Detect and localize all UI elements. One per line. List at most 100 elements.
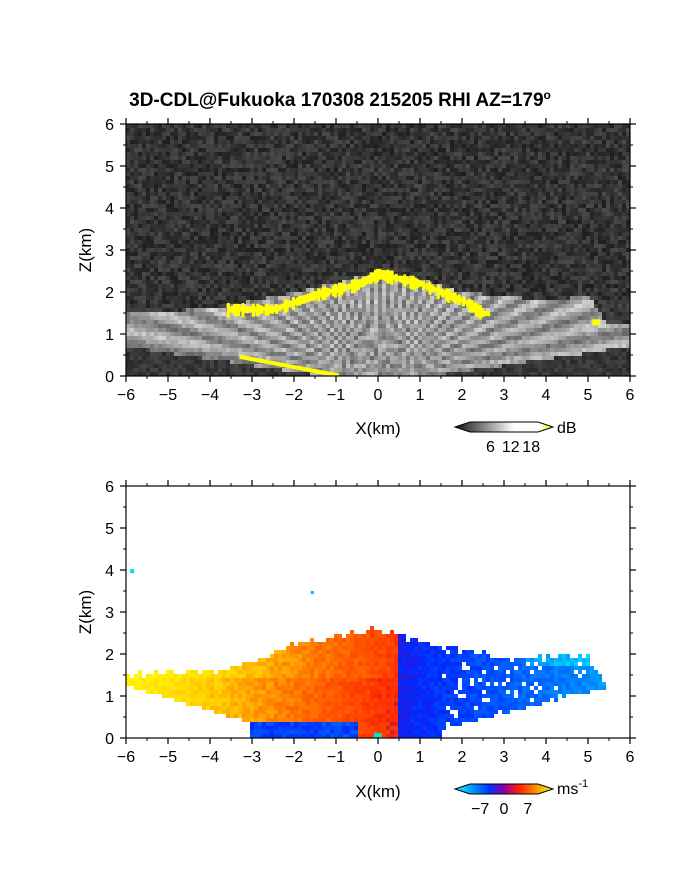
backscatter-cell xyxy=(330,308,334,312)
backscatter-cell xyxy=(186,328,190,332)
backscatter-cell xyxy=(150,172,154,176)
backscatter-cell xyxy=(354,252,358,256)
backscatter-cell xyxy=(354,224,358,228)
backscatter-cell xyxy=(238,320,242,324)
backscatter-cell xyxy=(274,172,278,176)
backscatter-cell xyxy=(434,168,438,172)
backscatter-cell xyxy=(410,312,414,316)
backscatter-cell xyxy=(386,124,390,128)
backscatter-cell xyxy=(194,204,198,208)
backscatter-cell xyxy=(350,300,354,304)
backscatter-cell xyxy=(398,180,402,184)
backscatter-cell xyxy=(170,340,174,344)
backscatter-cell xyxy=(274,332,278,336)
backscatter-cell xyxy=(226,284,230,288)
backscatter-cell xyxy=(138,340,142,344)
backscatter-cell xyxy=(302,276,306,280)
backscatter-cell xyxy=(274,124,278,128)
backscatter-cell xyxy=(246,204,250,208)
backscatter-cell xyxy=(310,328,314,332)
backscatter-cell xyxy=(286,136,290,140)
backscatter-cell xyxy=(342,336,346,340)
backscatter-cell xyxy=(162,368,166,372)
backscatter-cell xyxy=(218,128,222,132)
backscatter-cell xyxy=(426,212,430,216)
backscatter-cell xyxy=(206,328,210,332)
backscatter-cell xyxy=(182,148,186,152)
backscatter-cell xyxy=(146,356,150,360)
backscatter-cell xyxy=(174,344,178,348)
backscatter-cell xyxy=(330,164,334,168)
backscatter-cell xyxy=(194,256,198,260)
backscatter-cell xyxy=(322,240,326,244)
backscatter-cell xyxy=(206,196,210,200)
backscatter-cell xyxy=(246,292,250,296)
backscatter-cell xyxy=(418,360,422,364)
backscatter-cell xyxy=(226,328,230,332)
backscatter-cell xyxy=(210,156,214,160)
backscatter-cell xyxy=(198,232,202,236)
backscatter-cell xyxy=(310,156,314,160)
backscatter-cell xyxy=(318,160,322,164)
backscatter-cell xyxy=(134,308,138,312)
backscatter-cell xyxy=(218,212,222,216)
backscatter-cell xyxy=(306,224,310,228)
backscatter-cell xyxy=(438,132,442,136)
backscatter-cell xyxy=(334,312,338,316)
backscatter-cell xyxy=(430,320,434,324)
backscatter-cell xyxy=(434,208,438,212)
backscatter-cell xyxy=(430,364,434,368)
backscatter-cell xyxy=(174,300,178,304)
backscatter-cell xyxy=(134,316,138,320)
backscatter-cell xyxy=(166,168,170,172)
backscatter-cell xyxy=(278,136,282,140)
backscatter-cell xyxy=(426,232,430,236)
backscatter-cell xyxy=(294,340,298,344)
backscatter-cell xyxy=(406,208,410,212)
backscatter-cell xyxy=(386,368,390,372)
backscatter-cell xyxy=(254,284,258,288)
backscatter-cell xyxy=(262,192,266,196)
backscatter-cell xyxy=(242,300,246,304)
backscatter-cell xyxy=(366,252,370,256)
backscatter-cell xyxy=(142,248,146,252)
backscatter-cell xyxy=(294,312,298,316)
backscatter-cell xyxy=(142,296,146,300)
backscatter-cell xyxy=(358,344,362,348)
backscatter-cell xyxy=(346,348,350,352)
backscatter-cell xyxy=(234,264,238,268)
backscatter-cell xyxy=(286,264,290,268)
backscatter-cell xyxy=(126,268,130,272)
backscatter-cell xyxy=(362,332,366,336)
backscatter-cell xyxy=(378,316,382,320)
backscatter-cell xyxy=(410,216,414,220)
backscatter-cell xyxy=(158,368,162,372)
backscatter-cell xyxy=(358,288,362,292)
backscatter-cell xyxy=(190,296,194,300)
backscatter-cell xyxy=(142,364,146,368)
backscatter-cell xyxy=(206,128,210,132)
backscatter-cell xyxy=(250,236,254,240)
backscatter-cell xyxy=(226,352,230,356)
backscatter-cell xyxy=(218,308,222,312)
backscatter-cell xyxy=(206,368,210,372)
backscatter-cell xyxy=(438,308,442,312)
backscatter-cell xyxy=(378,224,382,228)
backscatter-cell xyxy=(398,336,402,340)
backscatter-cell xyxy=(298,180,302,184)
backscatter-cell xyxy=(314,324,318,328)
backscatter-cell xyxy=(282,128,286,132)
backscatter-cell xyxy=(374,144,378,148)
backscatter-cell xyxy=(186,200,190,204)
backscatter-cell xyxy=(382,196,386,200)
backscatter-cell xyxy=(262,276,266,280)
backscatter-cell xyxy=(166,180,170,184)
backscatter-cell xyxy=(406,128,410,132)
backscatter-cell xyxy=(182,280,186,284)
backscatter-cell xyxy=(130,304,134,308)
backscatter-cell xyxy=(354,364,358,368)
backscatter-cell xyxy=(234,204,238,208)
backscatter-cell xyxy=(418,300,422,304)
backscatter-cell xyxy=(354,124,358,128)
backscatter-cell xyxy=(298,212,302,216)
